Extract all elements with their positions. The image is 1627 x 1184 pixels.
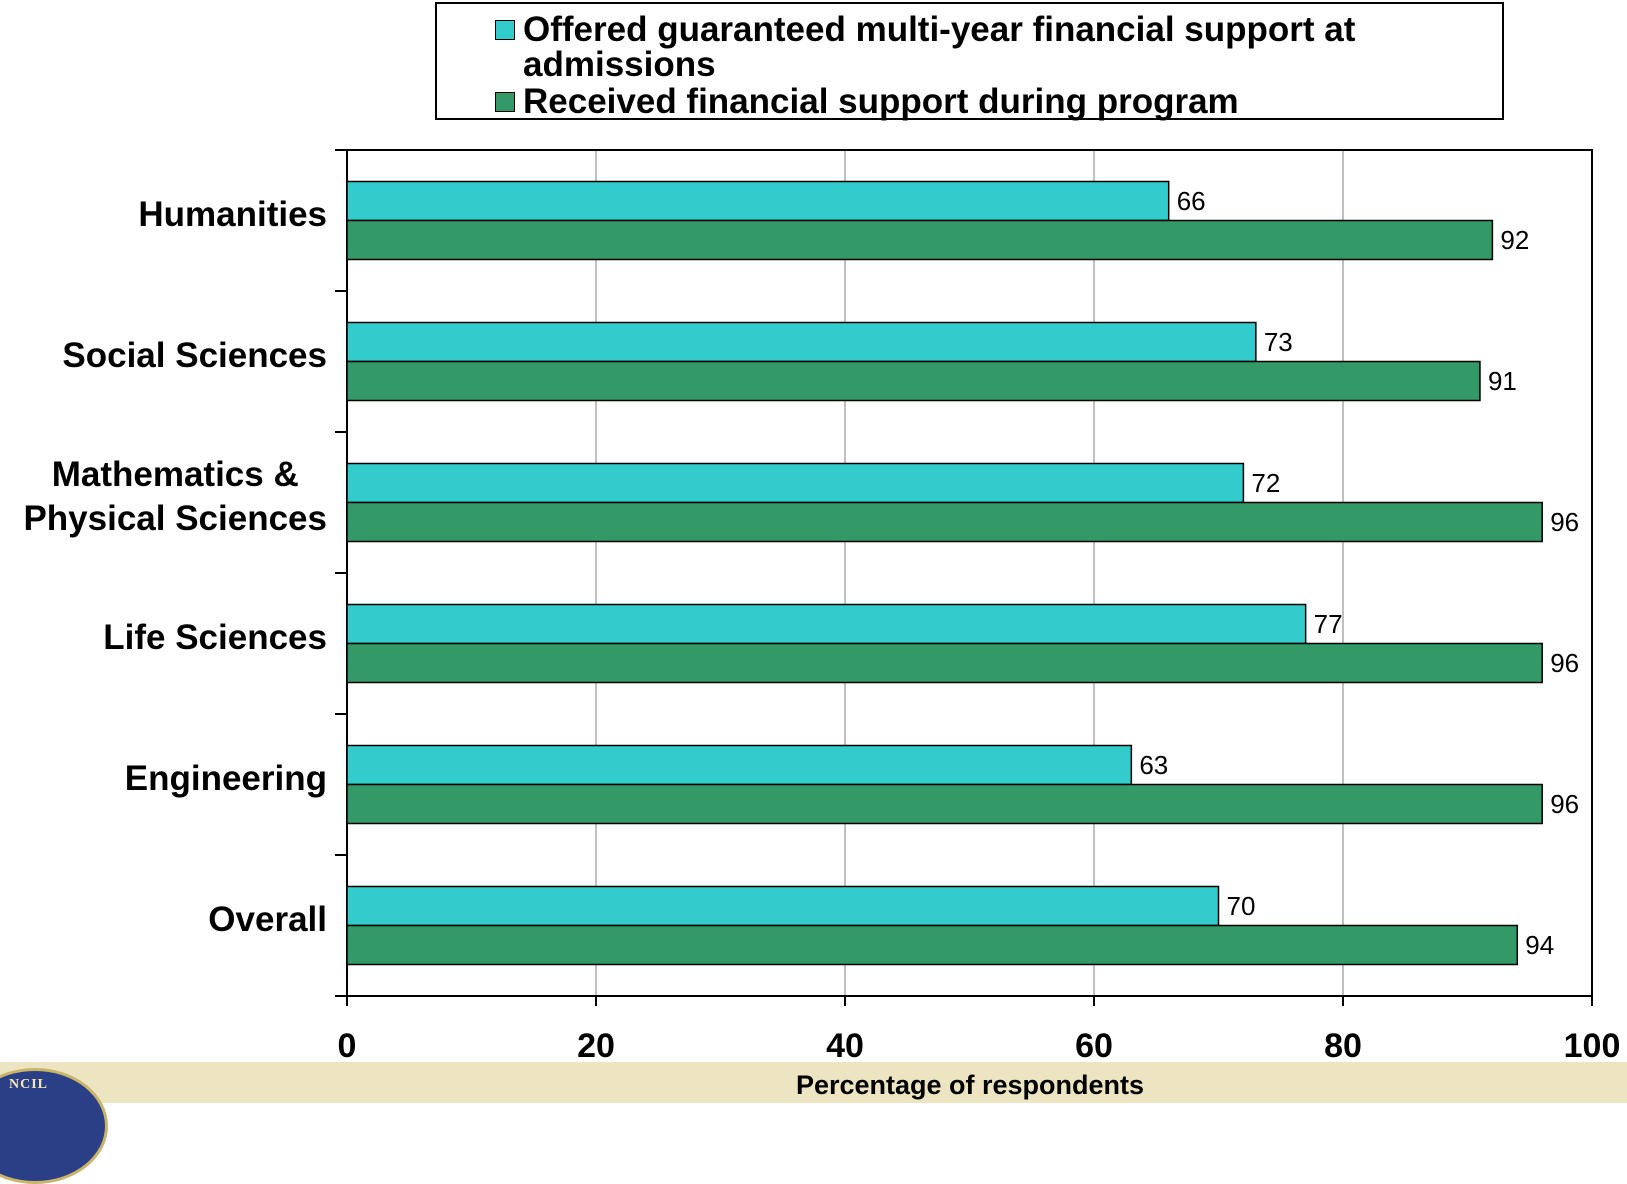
data-label: 96 bbox=[1550, 507, 1579, 537]
bar-offered bbox=[346, 321, 1257, 363]
category-label-line: Physical Sciences bbox=[23, 498, 327, 538]
category-label-line: Social Sciences bbox=[62, 335, 327, 375]
plot-area-border bbox=[346, 149, 1593, 997]
data-label: 91 bbox=[1488, 366, 1517, 396]
legend: Offered guaranteed multi-year financial … bbox=[435, 2, 1504, 120]
legend-label-offered: Offered guaranteed multi-year financial … bbox=[523, 10, 1356, 84]
x-tick-label: 40 bbox=[826, 1027, 864, 1065]
data-label: 72 bbox=[1251, 468, 1280, 498]
category-label-line: Engineering bbox=[124, 758, 327, 798]
bar-chart: 66 92 73 91 72 96 77 96 63 96 70 94 bbox=[335, 149, 1593, 1006]
bar-received bbox=[346, 783, 1543, 825]
x-axis-title: Percentage of respondents bbox=[795, 1070, 1145, 1100]
x-tick-label: 100 bbox=[1563, 1027, 1621, 1065]
bar-received bbox=[346, 642, 1543, 684]
data-label: 96 bbox=[1550, 648, 1579, 678]
bar-offered bbox=[346, 462, 1245, 504]
data-label: 70 bbox=[1227, 891, 1256, 921]
bar-received bbox=[346, 924, 1519, 966]
category-label-line: Mathematics & bbox=[51, 454, 299, 494]
bar-received bbox=[346, 501, 1543, 543]
bar-offered bbox=[346, 744, 1133, 786]
bar-offered bbox=[346, 603, 1307, 645]
category-label: Social Sciences bbox=[62, 334, 327, 378]
category-label-line: Life Sciences bbox=[103, 617, 327, 657]
bar-received bbox=[346, 219, 1494, 261]
category-label: Life Sciences bbox=[103, 616, 327, 660]
x-tick-label: 20 bbox=[577, 1027, 615, 1065]
category-label-line: Overall bbox=[208, 899, 327, 939]
category-label: Mathematics & Physical Sciences bbox=[23, 453, 327, 541]
seal-text: NCIL bbox=[9, 1077, 49, 1092]
data-label: 94 bbox=[1525, 930, 1554, 960]
x-tick-label: 80 bbox=[1324, 1027, 1362, 1065]
data-label: 73 bbox=[1264, 327, 1293, 357]
data-label: 63 bbox=[1139, 750, 1168, 780]
category-label-line: Humanities bbox=[138, 194, 327, 234]
legend-item-offered: Offered guaranteed multi-year financial … bbox=[495, 12, 1483, 82]
legend-label-received: Received financial support during progra… bbox=[523, 82, 1239, 121]
bar-received bbox=[346, 360, 1481, 402]
legend-swatch-offered bbox=[495, 20, 515, 40]
x-tick-label: 0 bbox=[337, 1027, 357, 1065]
category-label: Humanities bbox=[138, 193, 327, 237]
data-label: 92 bbox=[1500, 225, 1529, 255]
legend-swatch-received bbox=[495, 92, 515, 112]
bar-offered bbox=[346, 885, 1220, 927]
legend-item-received: Received financial support during progra… bbox=[495, 84, 1483, 119]
category-label: Engineering bbox=[125, 757, 327, 801]
x-tick-label: 60 bbox=[1075, 1027, 1113, 1065]
data-label: 77 bbox=[1314, 609, 1343, 639]
footer-band bbox=[0, 1062, 1627, 1103]
data-label: 96 bbox=[1550, 789, 1579, 819]
data-label: 66 bbox=[1177, 186, 1206, 216]
category-label: Overall bbox=[208, 898, 327, 942]
bar-offered bbox=[346, 180, 1170, 222]
